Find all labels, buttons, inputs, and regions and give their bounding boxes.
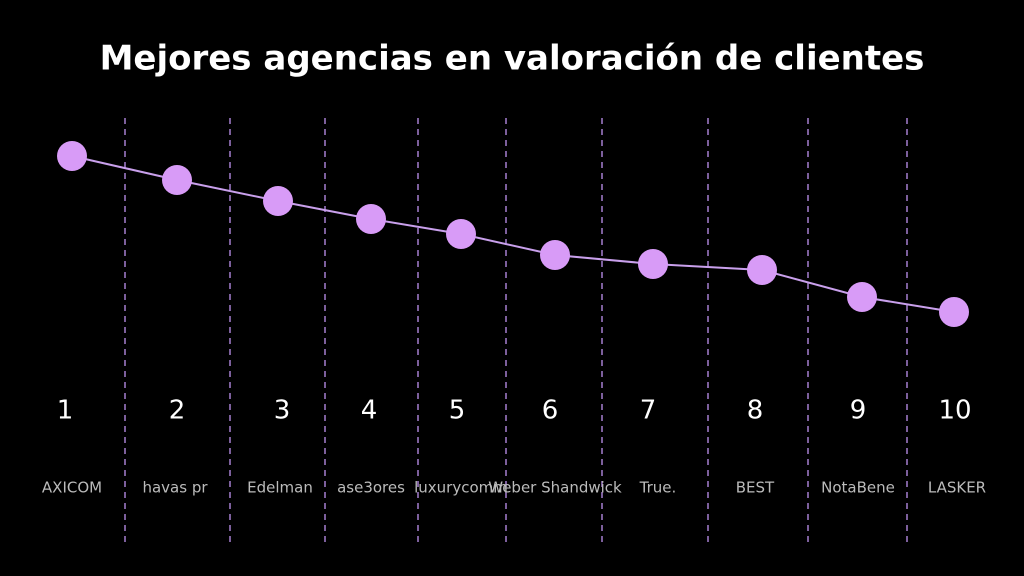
rank-label: 1 (57, 396, 74, 426)
rank-label: 6 (542, 396, 559, 426)
rank-label: 3 (274, 396, 291, 426)
chart-title: Mejores agencias en valoración de client… (100, 39, 925, 79)
agency-logo: havas pr (142, 479, 208, 497)
data-point (638, 249, 668, 279)
agency-logo: Weber Shandwick (488, 479, 622, 497)
agency-logo: luxurycomm (414, 479, 508, 497)
agency-logo: NotaBene (821, 479, 895, 497)
data-point (162, 165, 192, 195)
agency-logo: LASKER (928, 479, 986, 497)
data-point (747, 255, 777, 285)
rank-label: 4 (361, 396, 378, 426)
data-point (847, 282, 877, 312)
data-line (71, 155, 955, 313)
agency-logo: True. (639, 479, 677, 497)
rank-label: 9 (850, 396, 867, 426)
rank-label: 10 (938, 396, 971, 426)
agency-logo: ase3ores (337, 479, 405, 497)
agency-logo: Edelman (247, 479, 313, 497)
rank-label: 5 (449, 396, 466, 426)
rank-label: 8 (747, 396, 764, 426)
data-point (263, 186, 293, 216)
agency-logo: AXICOM (42, 479, 102, 497)
data-point (57, 141, 87, 171)
rank-label: 2 (169, 396, 186, 426)
agency-logo: BEST (736, 479, 775, 497)
data-point (356, 204, 386, 234)
data-point (939, 297, 969, 327)
data-point (540, 240, 570, 270)
data-point (446, 219, 476, 249)
rank-label: 7 (640, 396, 657, 426)
